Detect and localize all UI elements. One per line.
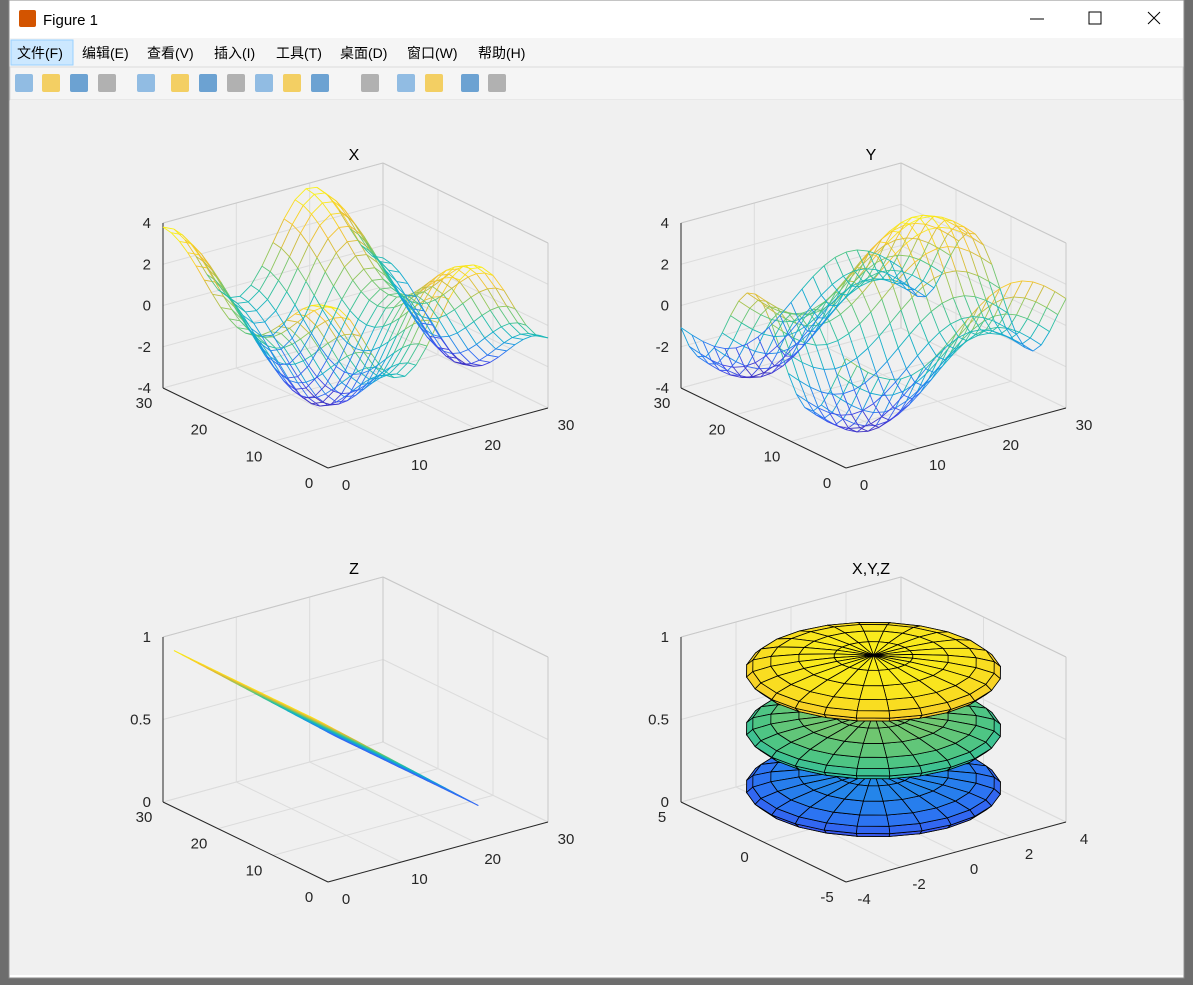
x-tick-label: 30: [1076, 417, 1093, 434]
x-tick-label: 0: [342, 477, 350, 494]
x-tick-label: -2: [912, 876, 925, 893]
axes-title: Y: [866, 147, 877, 164]
surface-face: [860, 801, 887, 815]
menu-item[interactable]: 窗口(W): [407, 45, 458, 61]
z-tick-label: 4: [661, 215, 669, 232]
x-tick-label: 10: [929, 457, 946, 474]
x-tick-label: 30: [558, 417, 575, 434]
y-tick-label: 0: [305, 475, 313, 492]
menu-item[interactable]: 工具(T): [276, 45, 322, 61]
y-tick-label: 5: [658, 809, 666, 826]
menu-item[interactable]: 插入(I): [214, 45, 255, 61]
y-tick-label: 0: [823, 475, 831, 492]
y-tick-label: 20: [709, 422, 726, 439]
y-tick-label: 30: [136, 809, 153, 826]
tool-button[interactable]: [361, 74, 379, 92]
tool-button[interactable]: [42, 74, 60, 92]
surface-face: [856, 711, 889, 719]
menu-item[interactable]: 查看(V): [147, 45, 194, 61]
tool-button[interactable]: [171, 74, 189, 92]
z-tick-label: 0: [661, 794, 669, 811]
x-tick-label: 2: [1025, 846, 1033, 863]
z-tick-label: 0: [143, 298, 151, 315]
tool-button[interactable]: [15, 74, 33, 92]
tool-button[interactable]: [283, 74, 301, 92]
tool-button[interactable]: [397, 74, 415, 92]
x-tick-label: 0: [342, 891, 350, 908]
tool-button[interactable]: [137, 74, 155, 92]
surface-face: [857, 699, 889, 710]
y-tick-label: -5: [820, 889, 833, 906]
x-tick-label: 20: [484, 851, 501, 868]
x-tick-label: 20: [1002, 437, 1019, 454]
x-tick-label: 0: [970, 861, 978, 878]
x-tick-label: 10: [411, 457, 428, 474]
y-tick-label: 30: [654, 395, 671, 412]
surface-face: [857, 815, 889, 826]
z-tick-label: 1: [143, 629, 151, 646]
menu-item[interactable]: 文件(F): [17, 45, 63, 61]
z-tick-label: 1: [661, 629, 669, 646]
x-tick-label: 0: [860, 477, 868, 494]
axes-title: Z: [349, 561, 359, 578]
x-tick-label: 20: [484, 437, 501, 454]
window-title: Figure 1: [43, 12, 98, 29]
surface-face: [860, 686, 887, 700]
surface-face: [856, 826, 889, 834]
z-tick-label: 0.5: [648, 712, 669, 729]
y-tick-label: 10: [764, 448, 781, 465]
y-tick-label: 20: [191, 836, 208, 853]
x-tick-label: 30: [558, 831, 575, 848]
tool-button[interactable]: [488, 74, 506, 92]
app-icon: [19, 10, 36, 27]
z-tick-label: 0.5: [130, 712, 151, 729]
x-tick-label: 4: [1080, 831, 1088, 848]
y-tick-label: 10: [246, 862, 263, 879]
z-tick-label: -4: [138, 380, 151, 397]
axes-title: X: [349, 147, 360, 164]
surface-face: [860, 624, 887, 631]
tool-button[interactable]: [70, 74, 88, 92]
menu-item[interactable]: 桌面(D): [340, 45, 387, 61]
tool-button[interactable]: [425, 74, 443, 92]
menu-item[interactable]: 帮助(H): [478, 45, 525, 61]
tool-button[interactable]: [199, 74, 217, 92]
y-tick-label: 0: [305, 889, 313, 906]
z-tick-label: 0: [661, 298, 669, 315]
tool-button[interactable]: [227, 74, 245, 92]
tool-button[interactable]: [461, 74, 479, 92]
tool-button[interactable]: [255, 74, 273, 92]
surface-face: [857, 757, 889, 768]
z-tick-label: -2: [138, 339, 151, 356]
z-tick-label: -4: [656, 380, 669, 397]
x-tick-label: 10: [411, 871, 428, 888]
y-tick-label: 0: [740, 849, 748, 866]
surface-face: [856, 768, 889, 776]
figure-area: [10, 100, 1183, 975]
z-tick-label: -2: [656, 339, 669, 356]
y-tick-label: 10: [246, 448, 263, 465]
surface-face: [860, 743, 887, 757]
z-tick-label: 4: [143, 215, 151, 232]
tool-button[interactable]: [311, 74, 329, 92]
y-tick-label: 20: [191, 422, 208, 439]
y-tick-label: 30: [136, 395, 153, 412]
z-tick-label: 2: [143, 256, 151, 273]
axes-title: X,Y,Z: [852, 561, 890, 578]
x-tick-label: -4: [857, 891, 870, 908]
z-tick-label: 2: [661, 256, 669, 273]
z-tick-label: 0: [143, 794, 151, 811]
menu-item[interactable]: 编辑(E): [82, 45, 129, 61]
tool-button[interactable]: [98, 74, 116, 92]
